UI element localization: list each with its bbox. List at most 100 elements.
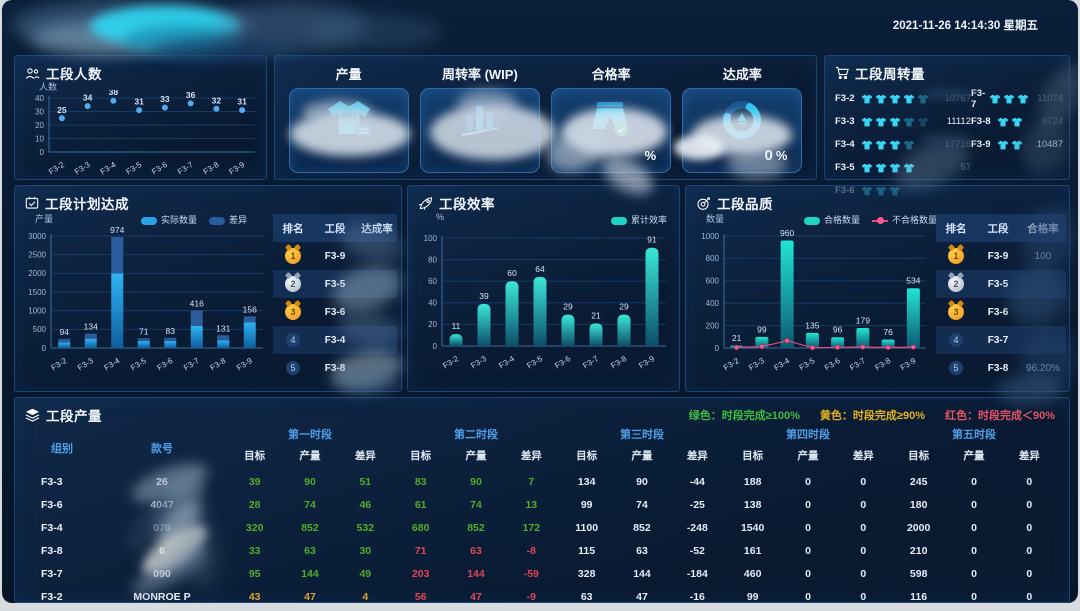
smudge: [217, 2, 367, 50]
tshirt-icon: [889, 140, 901, 150]
rank-section: F3-9: [324, 250, 346, 262]
rank-header-row: 排名 工段 达成率: [273, 214, 397, 242]
tshirt-icon: [1003, 94, 1015, 104]
shirt-icons: [989, 94, 1029, 104]
kpi-value-unit: %: [644, 148, 657, 163]
value-cell: -25: [689, 498, 705, 511]
kpi-value-card: 0%: [682, 88, 803, 173]
kpi-card-2: 合格率%: [547, 62, 675, 173]
value-cell: 47: [470, 590, 482, 603]
value-cell: 63: [304, 544, 316, 557]
defect-line: [736, 340, 914, 349]
value-cell: 74: [304, 498, 316, 511]
layers-icon: [25, 408, 40, 422]
output-legend-item: 黄色：时段完成≥90%: [819, 410, 925, 422]
x-tick-label: F3-7: [581, 354, 600, 371]
kpi-value: %: [642, 147, 657, 164]
value-cell: 46: [359, 498, 372, 511]
svg-text:0: 0: [40, 148, 45, 157]
line-marker: [809, 345, 815, 351]
rank-medal-cell: 4: [936, 333, 976, 347]
value-cell: 138: [743, 498, 762, 511]
shirt-icons: [861, 140, 937, 150]
value-cell: 0: [805, 475, 811, 488]
tshirt-icon: [861, 94, 873, 104]
sub-header: 目标: [742, 450, 764, 462]
data-point: [84, 103, 91, 110]
turnover-value: 10487: [1036, 139, 1063, 150]
style-cell: 090: [153, 567, 171, 580]
svg-text:99: 99: [757, 324, 767, 334]
value-cell: 0: [860, 544, 867, 557]
legend-label: 合格数量: [824, 215, 861, 225]
value-cell: 39: [248, 475, 261, 488]
legend-item: 合格数量: [804, 213, 860, 226]
period-header: 第四时段: [785, 429, 830, 441]
rank-section: F3-8: [324, 362, 346, 374]
legend-chip: [141, 216, 157, 225]
bar-diff: [58, 338, 71, 343]
value-cell: 4: [362, 590, 369, 603]
kpi-label: 达成率: [722, 67, 762, 82]
table-row: F3-2 MONROE P 43 47 4 56 47 -9 63 47 -16 99 0 0 116 0 0: [27, 585, 1057, 603]
tshirt-icon: [861, 117, 873, 127]
turnover-item: F3-7 11074: [971, 87, 1063, 110]
tshirt-icon: [917, 117, 929, 127]
svg-text:800: 800: [706, 254, 720, 263]
table-row: F3-6 4047 28 74 46 61 74 13 99 74 -25 138 0 0 180 0 0: [27, 493, 1057, 516]
sub-header: 差异: [686, 450, 708, 462]
rank-row: 2 F3-5: [936, 270, 1066, 298]
x-tick-label: F3-2: [50, 356, 69, 373]
svg-text:21: 21: [591, 310, 601, 320]
people-icon: [25, 67, 40, 79]
value-cell: 203: [411, 567, 430, 580]
turnover-item: F3-2 10767: [835, 87, 971, 110]
sub-header: 产量: [299, 450, 321, 462]
value-cell: 0: [1026, 590, 1033, 603]
legend-item: 不合格数量: [872, 213, 937, 226]
value-cell: 0: [971, 498, 977, 511]
value-cell: 99: [580, 498, 593, 511]
value-cell: 680: [411, 521, 430, 534]
tshirt-icon: [875, 163, 887, 173]
timestamp: 2021-11-26 14:14:30 星期五: [892, 20, 1038, 32]
tshirt-icon: [917, 94, 929, 104]
tshirt-icon: [889, 94, 901, 104]
rank-row: 1 F3-9 100: [936, 242, 1066, 270]
bar-chart-icon: [458, 99, 502, 142]
output-legend-item: 绿色：时段完成≥100%: [688, 410, 800, 422]
svg-text:40: 40: [428, 299, 437, 308]
legend-chip: [610, 216, 627, 225]
tshirt-icon: [903, 163, 915, 173]
data-point: [58, 115, 65, 122]
svg-text:1000: 1000: [701, 232, 719, 241]
plan-chart: 0 500 1000 1500 2000 2500 3000 F3-2 F3-3 F3-4 F3-5…: [15, 224, 269, 395]
turnover-value: 10767: [944, 93, 971, 104]
tshirt-icon: MIU: [327, 101, 371, 136]
output-table-header: 组别 款号 第一时段 第二时段 第三时段 第四时段 第五时段 目标 产量 差异 目标 产量 差异 目标 产量…: [27, 426, 1057, 470]
bar-actual: [243, 322, 256, 348]
rank-medal-cell: 4: [273, 333, 313, 347]
period-header: 第三时段: [619, 429, 664, 441]
svg-text:29: 29: [563, 302, 573, 312]
rank-number: 5: [949, 361, 963, 375]
plan-rank-table: 排名 工段 达成率 1 F3-9 2 F3-5 3 F3-6 4 F3-4 5 F3-8: [273, 214, 397, 382]
tshirt-icon: [1011, 117, 1023, 127]
value-cell: 0: [971, 544, 977, 557]
svg-text:83: 83: [166, 326, 176, 336]
value-cell: 63: [470, 544, 482, 557]
rank-medal-cell: 3: [936, 304, 976, 320]
value-cell: 328: [577, 567, 596, 580]
rank-number: 4: [949, 333, 963, 347]
legend-label: 不合格数量: [892, 215, 938, 225]
value-cell: 47: [304, 590, 316, 603]
value-cell: 83: [414, 475, 427, 488]
rank-row: 3 F3-6: [936, 298, 1066, 326]
rank-row: 3 F3-6: [273, 298, 397, 326]
tshirt-icon: [861, 140, 873, 150]
tshirt-icon: MIU: [325, 99, 373, 144]
period-header: 第二时段: [453, 429, 498, 441]
value-cell: 852: [301, 521, 319, 534]
sub-header: 目标: [908, 450, 930, 462]
legend-item: 差异: [209, 213, 247, 226]
